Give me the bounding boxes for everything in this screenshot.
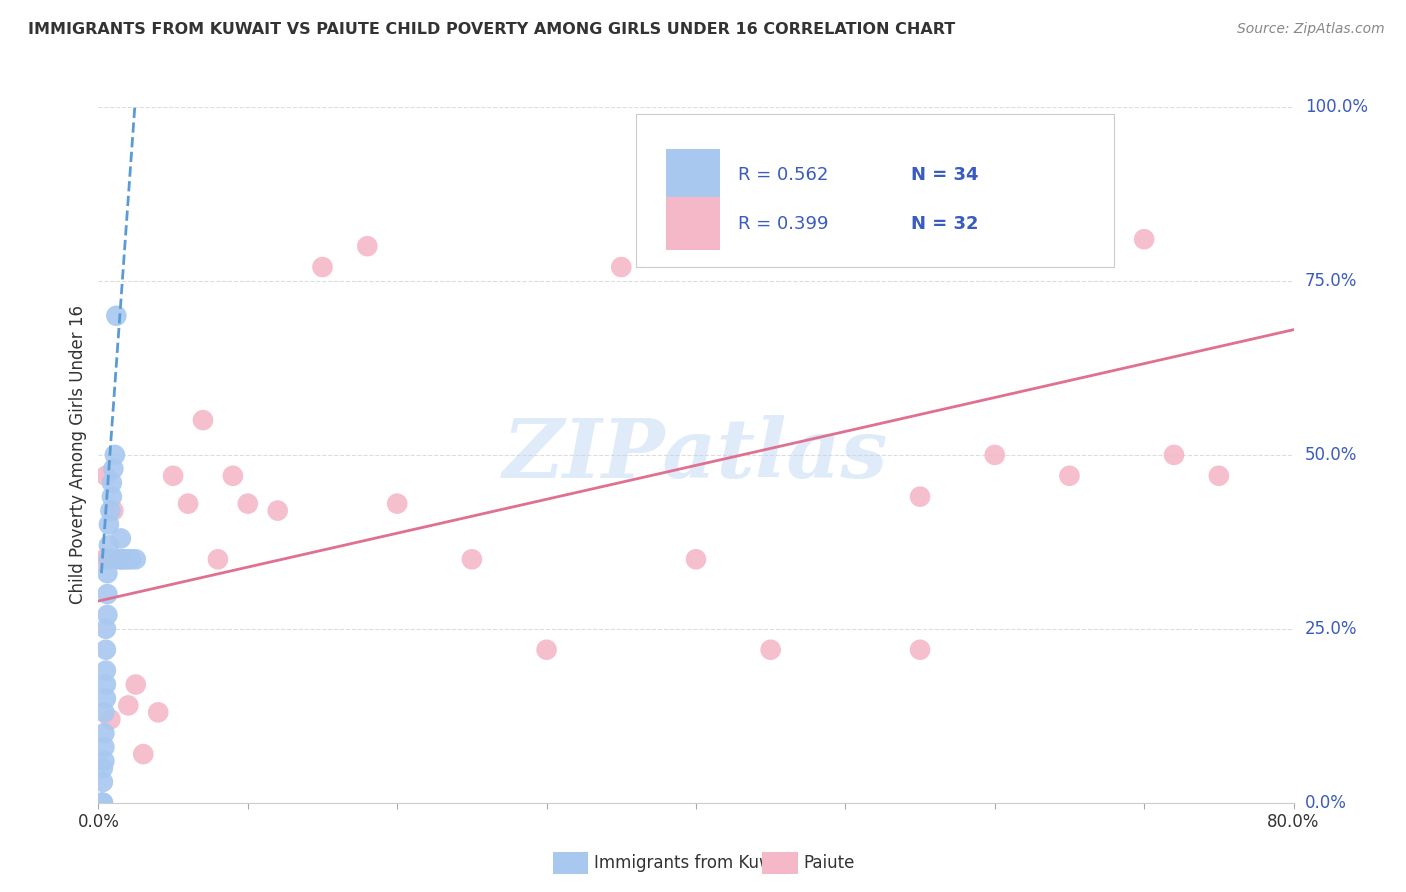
Point xyxy=(222,468,245,483)
Point xyxy=(177,497,200,511)
Point xyxy=(93,726,115,740)
Point xyxy=(104,448,127,462)
Point xyxy=(114,552,136,566)
Point xyxy=(162,468,184,483)
Text: Source: ZipAtlas.com: Source: ZipAtlas.com xyxy=(1237,22,1385,37)
Point xyxy=(103,462,125,476)
Y-axis label: Child Poverty Among Girls Under 16: Child Poverty Among Girls Under 16 xyxy=(69,305,87,605)
Point xyxy=(1059,468,1081,483)
Point xyxy=(610,260,633,274)
FancyBboxPatch shape xyxy=(666,197,720,250)
Point xyxy=(98,503,122,517)
Point xyxy=(96,587,118,601)
FancyBboxPatch shape xyxy=(666,149,720,201)
Point xyxy=(91,796,114,810)
Point xyxy=(759,642,782,657)
Point xyxy=(97,517,120,532)
Point xyxy=(93,740,115,755)
Text: 25.0%: 25.0% xyxy=(1305,620,1357,638)
Point xyxy=(117,552,139,566)
Point xyxy=(93,706,115,720)
Point xyxy=(267,503,290,517)
Point xyxy=(125,677,148,691)
Point xyxy=(94,691,117,706)
Text: R = 0.562: R = 0.562 xyxy=(738,166,828,184)
Point xyxy=(97,538,120,552)
Point xyxy=(908,642,931,657)
Point xyxy=(536,642,558,657)
Point xyxy=(90,796,112,810)
Point xyxy=(110,532,132,546)
FancyBboxPatch shape xyxy=(762,852,797,874)
Point xyxy=(111,552,134,566)
Point xyxy=(90,796,112,810)
Point xyxy=(110,552,132,566)
Point xyxy=(117,698,139,713)
Point xyxy=(94,664,117,678)
Point xyxy=(96,566,118,581)
Point xyxy=(101,490,124,504)
Point xyxy=(1163,448,1185,462)
Text: R = 0.399: R = 0.399 xyxy=(738,215,828,233)
Text: 75.0%: 75.0% xyxy=(1305,272,1357,290)
Point xyxy=(91,761,114,775)
Point xyxy=(103,503,125,517)
Point xyxy=(132,747,155,761)
Text: Paiute: Paiute xyxy=(804,855,855,872)
Point xyxy=(93,754,115,768)
Point xyxy=(983,448,1005,462)
Text: IMMIGRANTS FROM KUWAIT VS PAIUTE CHILD POVERTY AMONG GIRLS UNDER 16 CORRELATION : IMMIGRANTS FROM KUWAIT VS PAIUTE CHILD P… xyxy=(28,22,955,37)
Point xyxy=(105,309,128,323)
Point xyxy=(236,497,259,511)
Point xyxy=(1208,468,1230,483)
Point xyxy=(148,706,170,720)
Point xyxy=(120,552,142,566)
Point xyxy=(93,552,115,566)
Point xyxy=(94,622,117,636)
Point xyxy=(94,642,117,657)
Point xyxy=(94,677,117,691)
Point xyxy=(191,413,214,427)
Point xyxy=(908,490,931,504)
Text: N = 32: N = 32 xyxy=(911,215,979,233)
Point xyxy=(207,552,229,566)
FancyBboxPatch shape xyxy=(553,852,589,874)
Point xyxy=(97,552,120,566)
Text: 50.0%: 50.0% xyxy=(1305,446,1357,464)
Text: 0.0%: 0.0% xyxy=(1305,794,1347,812)
Text: 100.0%: 100.0% xyxy=(1305,98,1368,116)
Point xyxy=(107,552,129,566)
Point xyxy=(98,712,122,726)
Point xyxy=(125,552,148,566)
Point xyxy=(311,260,333,274)
Text: N = 34: N = 34 xyxy=(911,166,979,184)
Text: Immigrants from Kuwait: Immigrants from Kuwait xyxy=(595,855,794,872)
FancyBboxPatch shape xyxy=(636,114,1115,267)
Point xyxy=(356,239,378,253)
Point xyxy=(1133,232,1156,246)
Point xyxy=(685,552,707,566)
Point xyxy=(96,552,118,566)
Point xyxy=(385,497,409,511)
Point xyxy=(91,775,114,789)
Text: ZIPatlas: ZIPatlas xyxy=(503,415,889,495)
Point xyxy=(101,475,124,490)
Point xyxy=(96,607,118,622)
Point xyxy=(461,552,484,566)
Point xyxy=(91,796,114,810)
Point xyxy=(94,468,117,483)
